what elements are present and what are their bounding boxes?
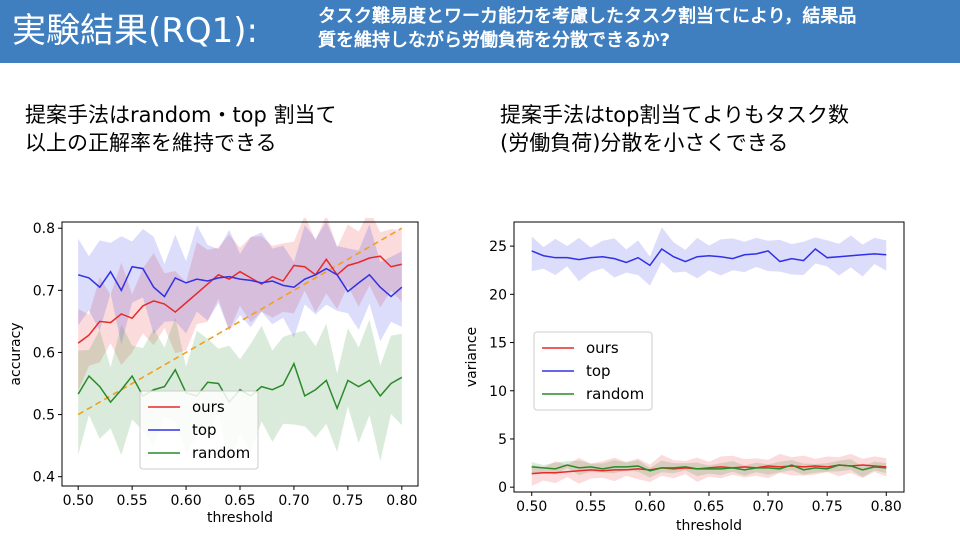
legend-label-ours: ours: [586, 339, 619, 357]
legend-label-random: random: [192, 444, 250, 462]
series-line-top: [531, 247, 887, 267]
claim-variance-line-2: (労働負荷)分散を小さくできる: [500, 131, 789, 155]
x-tick-label: 0.65: [693, 499, 724, 515]
slide-title: 実験結果(RQ1):: [12, 11, 259, 51]
slide-subtitle: タスク難易度とワーカ能力を考慮したタスク割当てにより，結果品 質を維持しながら労…: [318, 5, 958, 53]
x-tick-label: 0.75: [812, 499, 843, 515]
x-tick-label: 0.50: [63, 493, 94, 509]
x-tick-label: 0.50: [516, 499, 547, 515]
x-tick-label: 0.70: [753, 499, 784, 515]
series-line-random: [77, 361, 403, 411]
y-tick-label: 10: [489, 384, 507, 400]
claim-accuracy-line-1: 提案手法はrandom・top 割当て: [25, 103, 337, 127]
y-tick-label: 25: [489, 239, 507, 255]
y-tick-label: 15: [489, 336, 507, 352]
x-axis-label: threshold: [207, 510, 273, 526]
y-tick-label: 0: [498, 480, 507, 496]
y-axis-label: variance: [464, 327, 480, 387]
legend-box: [139, 390, 259, 470]
y-tick-label: 20: [489, 287, 507, 303]
x-tick-label: 0.80: [386, 493, 417, 509]
x-tick-label: 0.60: [634, 499, 665, 515]
y-axis-label: accuracy: [8, 322, 24, 385]
band-ours: [78, 218, 402, 391]
legend: ours top random: [139, 390, 259, 470]
y-tick-label: 5: [498, 432, 507, 448]
claim-accuracy-line-2: 以上の正解率を維持できる: [25, 131, 277, 155]
y-tick-label: 0.8: [33, 221, 55, 237]
legend-label-top: top: [586, 362, 611, 380]
x-tick-label: 0.70: [278, 493, 309, 509]
subtitle-line-2: 質を維持しながら労働負荷を分散できるか?: [318, 30, 671, 51]
y-tick-label: 0.7: [33, 283, 55, 299]
claim-variance-line-1: 提案手法はtop割当てよりもタスク数: [500, 103, 849, 127]
legend-label-random: random: [586, 385, 644, 403]
legend-box: [533, 331, 653, 411]
x-tick-label: 0.80: [871, 499, 902, 515]
y-tick-label: 0.4: [33, 470, 55, 486]
reference-diagonal-line: [77, 227, 403, 416]
x-tick-label: 0.75: [332, 493, 363, 509]
x-tick-label: 0.55: [117, 493, 148, 509]
legend: ours top random: [533, 331, 653, 411]
plot-area: [531, 227, 887, 486]
variance-chart: 0.50 0.55 0.60 0.65 0.70 0.75 0.80 0 5 10 15 20 25 th…: [464, 221, 905, 534]
x-tick-label: 0.65: [224, 493, 255, 509]
band-top: [78, 221, 402, 345]
series-line-top: [77, 265, 403, 298]
y-tick-label: 0.5: [33, 408, 55, 424]
x-axis-label: threshold: [676, 518, 742, 534]
subtitle-line-1: タスク難易度とワーカ能力を考慮したタスク割当てにより，結果品: [318, 6, 857, 27]
series-line-ours: [531, 464, 887, 475]
legend-label-top: top: [192, 421, 217, 439]
legend-label-ours: ours: [192, 398, 225, 416]
claim-accuracy: 提案手法はrandom・top 割当て 以上の正解率を維持できる: [25, 101, 445, 157]
series-line-ours: [77, 255, 402, 344]
band-ours: [531, 453, 887, 486]
x-tick-label: 0.55: [575, 499, 606, 515]
y-tick-label: 0.6: [33, 345, 55, 361]
claim-variance: 提案手法はtop割当てよりもタスク数 (労働負荷)分散を小さくできる: [500, 101, 940, 157]
accuracy-chart: 0.50 0.55 0.60 0.65 0.70 0.75 0.80 0.4 0.5 0.6 0.7…: [8, 218, 419, 526]
series-line-random: [531, 464, 887, 472]
x-tick-label: 0.60: [170, 493, 201, 509]
header-bar: 実験結果(RQ1): タスク難易度とワーカ能力を考慮したタスク割当てにより，結果…: [0, 0, 960, 63]
